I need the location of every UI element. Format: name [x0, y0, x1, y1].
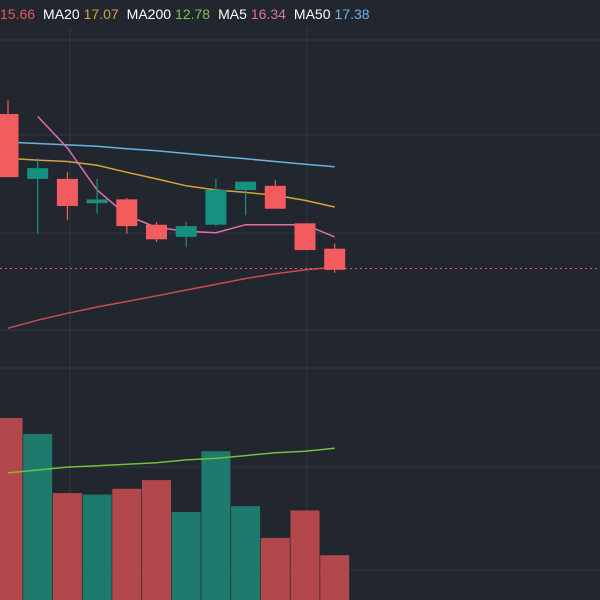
legend-item: MA5 16.34 [218, 6, 286, 22]
legend-item: MA20 17.07 [43, 6, 119, 22]
legend-value: 17.07 [83, 6, 119, 22]
ma50-line [7, 141, 335, 168]
candle-body [235, 181, 257, 190]
candle-body [56, 178, 78, 206]
volume-bar [201, 451, 231, 600]
candle-body [86, 199, 108, 204]
volume-bar [260, 537, 290, 600]
legend-value: 15.66 [0, 6, 36, 22]
candle-body [205, 190, 227, 225]
candle-body [324, 248, 346, 270]
candle-body [116, 199, 138, 227]
candle-body [27, 168, 49, 179]
candle-body [146, 224, 167, 240]
volume-bar [0, 418, 23, 600]
volume-bar [82, 494, 112, 600]
candle-body [294, 223, 316, 251]
legend-name: MA200 [126, 6, 172, 22]
ma5-line [37, 115, 335, 238]
volume-bar [112, 488, 142, 600]
legend-name: MA20 [43, 6, 80, 22]
candle-body [264, 185, 286, 209]
candle-body [0, 113, 19, 178]
volume-bar [231, 506, 261, 600]
legend-name: MA50 [293, 6, 331, 22]
legend-value: 17.38 [334, 6, 370, 22]
volume-bar [23, 433, 53, 600]
volume-bar [290, 510, 320, 600]
legend-item: MA200 12.78 [127, 6, 210, 22]
volume-bar [142, 480, 171, 600]
volume-ma-line [7, 447, 335, 474]
volume-bar [320, 555, 350, 600]
legend-value: 12.78 [175, 6, 211, 22]
indicator-legend: 15.66 MA20 17.07 MA200 12.78 MA5 16.34 MA50 17.3… [0, 4, 370, 24]
candle-body [175, 226, 197, 237]
legend-name: MA5 [218, 6, 247, 22]
legend-value: 16.34 [250, 6, 286, 22]
legend-item: MA50 17.38 [294, 6, 370, 22]
volume-bar [171, 511, 201, 600]
ma200-line [7, 266, 335, 329]
volume-bar [52, 493, 82, 600]
legend-item: 15.66 [0, 6, 35, 22]
